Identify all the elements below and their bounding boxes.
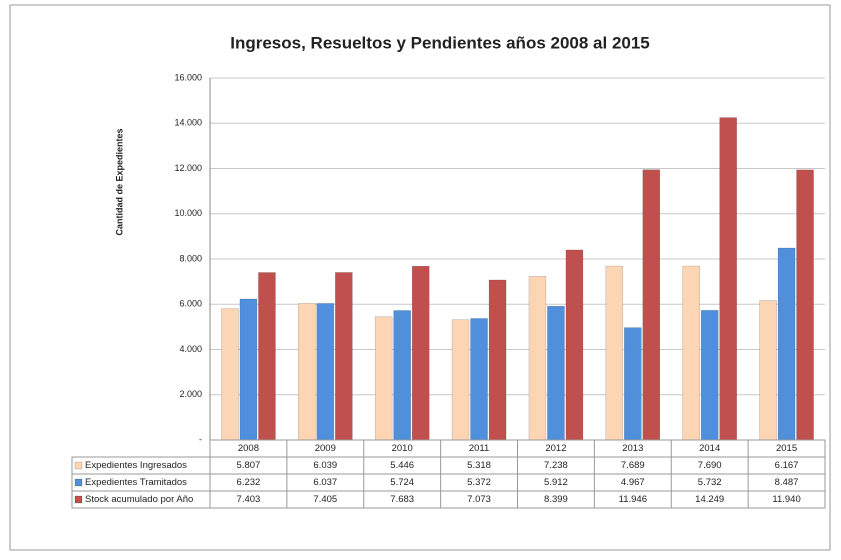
data-label: 7.403 xyxy=(237,494,261,505)
legend-swatch xyxy=(74,495,83,504)
legend-swatch xyxy=(74,461,83,470)
legend-swatch xyxy=(74,478,83,487)
bar xyxy=(719,117,737,441)
bar xyxy=(488,279,507,441)
y-tick-label: 2.000 xyxy=(179,389,202,399)
y-tick-label: 8.000 xyxy=(179,253,202,263)
y-tick-label: 14.000 xyxy=(174,118,202,128)
data-label: 7.073 xyxy=(467,494,491,505)
data-label: 5.912 xyxy=(544,477,568,488)
bar xyxy=(682,265,700,441)
data-label: 5.732 xyxy=(698,477,722,488)
data-label: 5.724 xyxy=(390,477,414,488)
bar xyxy=(642,169,661,441)
data-label: 5.446 xyxy=(390,460,414,471)
bar xyxy=(759,300,777,441)
bar xyxy=(470,318,488,441)
bar xyxy=(239,298,258,441)
data-label: 5.807 xyxy=(237,460,261,471)
bar xyxy=(411,265,430,441)
data-label: 6.232 xyxy=(237,477,261,488)
x-tick-label: 2014 xyxy=(699,443,720,454)
chart-title: Ingresos, Resueltos y Pendientes años 20… xyxy=(230,33,650,52)
x-tick-label: 2012 xyxy=(545,443,566,454)
data-label: 7.690 xyxy=(698,460,722,471)
data-label: 7.689 xyxy=(621,460,645,471)
data-label: 7.405 xyxy=(313,494,337,505)
y-tick-label: 10.000 xyxy=(174,208,202,218)
x-tick-label: 2009 xyxy=(315,443,336,454)
x-tick-label: 2015 xyxy=(776,443,797,454)
bar xyxy=(298,303,316,441)
y-tick-label: 12.000 xyxy=(174,163,202,173)
bar xyxy=(528,275,547,441)
bar xyxy=(547,305,565,441)
data-label: 8.399 xyxy=(544,494,568,505)
x-tick-label: 2008 xyxy=(238,443,259,454)
data-label: 14.249 xyxy=(695,494,724,505)
data-label: 7.238 xyxy=(544,460,568,471)
legend-label: Expedientes Ingresados xyxy=(85,460,187,471)
y-tick-label: 6.000 xyxy=(179,299,202,309)
y-tick-label: 16.000 xyxy=(174,72,202,82)
data-label: 11.940 xyxy=(772,494,800,505)
y-axis-label: Cantidad de Expedientes xyxy=(114,128,124,235)
data-label: 8.487 xyxy=(775,477,799,488)
bar xyxy=(316,303,335,441)
bar xyxy=(393,310,411,441)
bar xyxy=(335,272,353,441)
data-label: 4.967 xyxy=(621,477,645,488)
x-tick-label: 2011 xyxy=(469,443,489,454)
data-label: 11.946 xyxy=(619,494,647,505)
bar xyxy=(258,272,276,441)
bar xyxy=(221,308,239,441)
data-label: 5.372 xyxy=(467,477,491,488)
x-tick-label: 2013 xyxy=(622,443,643,454)
bar xyxy=(624,327,642,441)
bar xyxy=(374,316,393,441)
data-label: 5.318 xyxy=(467,460,491,471)
bar xyxy=(605,265,624,441)
data-label: 6.167 xyxy=(775,460,799,471)
data-label: 6.037 xyxy=(313,477,337,488)
legend-label: Expedientes Tramitados xyxy=(85,477,187,488)
bar xyxy=(796,169,814,441)
data-label: 6.039 xyxy=(313,460,337,471)
bar xyxy=(700,310,719,441)
y-tick-label: 4.000 xyxy=(179,344,202,354)
x-tick-label: 2010 xyxy=(392,443,413,454)
bar xyxy=(565,249,584,441)
legend-label: Stock acumulado por Año xyxy=(85,494,193,505)
bar xyxy=(451,319,470,441)
data-label: 7.683 xyxy=(390,494,414,505)
y-tick-label: - xyxy=(199,434,202,444)
bar xyxy=(777,247,796,441)
